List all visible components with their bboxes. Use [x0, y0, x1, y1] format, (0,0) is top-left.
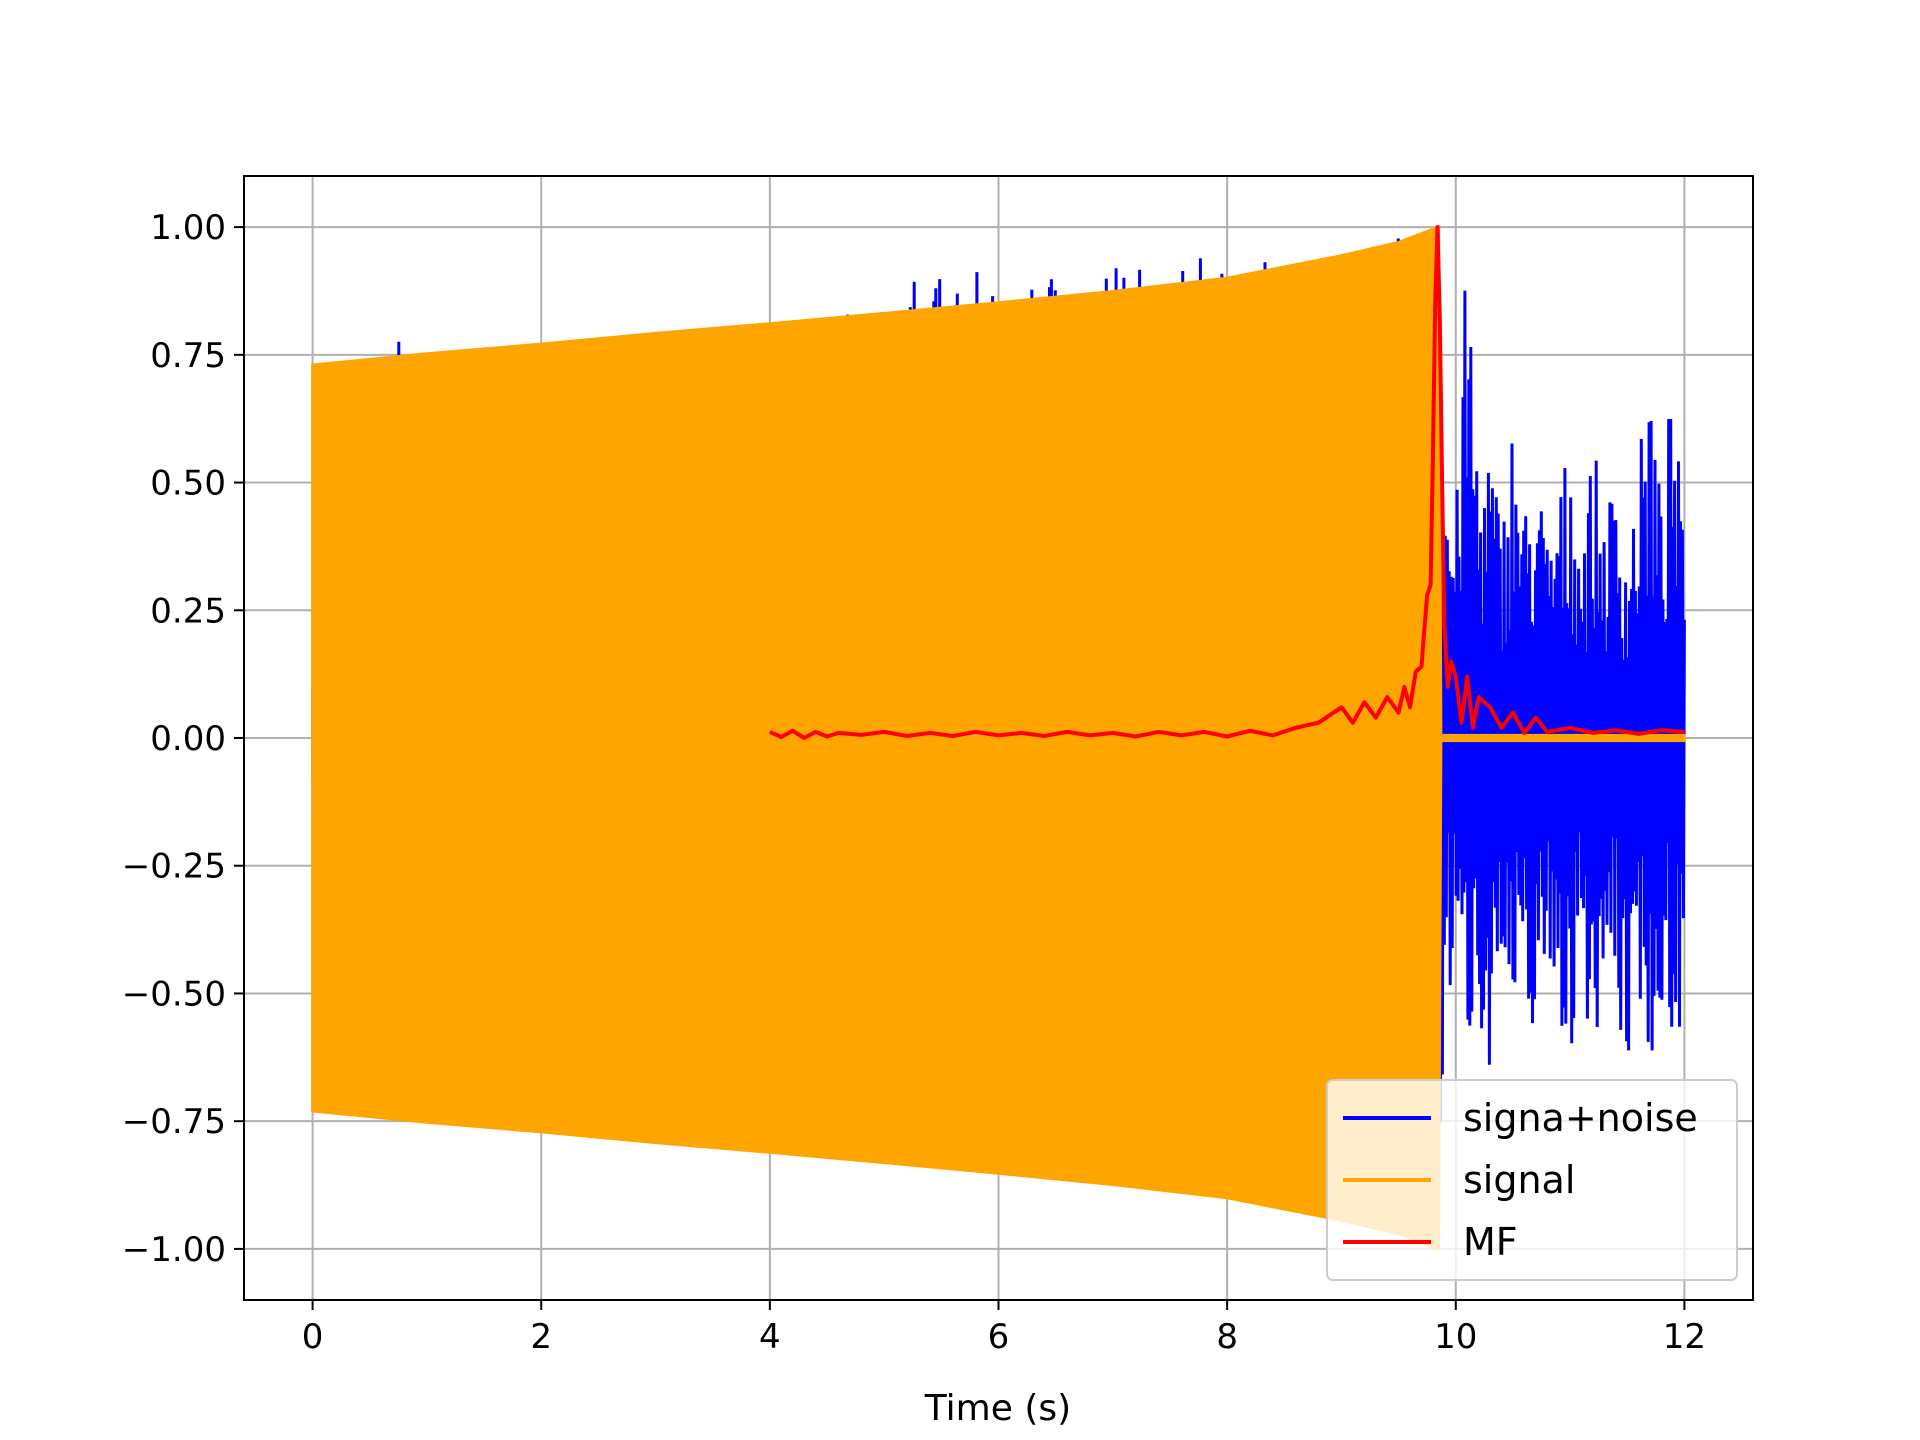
- x-tick-label: 10: [1434, 1317, 1477, 1357]
- legend-label: MF: [1463, 1220, 1518, 1264]
- ticks: 0 2 4 6 8 10 12 1.00 0.75 0.50 0.25 0.00 −0.25 −0.50 −…: [122, 208, 1706, 1357]
- y-tick-label: −0.75: [122, 1102, 226, 1142]
- legend-box: [1326, 1079, 1738, 1281]
- series-group: [311, 224, 1686, 1252]
- series-signal-band: [311, 224, 1686, 1252]
- x-tick-label: 12: [1663, 1317, 1706, 1357]
- x-tick-label: 8: [1216, 1317, 1238, 1357]
- series-layer: [311, 224, 1686, 1252]
- y-tick-label: 0.00: [150, 719, 226, 759]
- y-tick-label: 0.50: [150, 464, 226, 504]
- x-tick-label: 4: [759, 1317, 781, 1357]
- y-tick-label: −0.50: [122, 974, 226, 1014]
- x-tick-label: 2: [530, 1317, 552, 1357]
- y-tick-label: 1.00: [150, 208, 226, 248]
- x-axis-label: Time (s): [924, 1388, 1071, 1429]
- legend: signa+noise signal MF: [1326, 1079, 1738, 1281]
- y-tick-label: 0.75: [150, 336, 226, 376]
- x-tick-label: 0: [302, 1317, 324, 1357]
- legend-label: signa+noise: [1463, 1096, 1698, 1140]
- y-tick-label: −1.00: [122, 1230, 226, 1270]
- x-tick-label: 6: [988, 1317, 1010, 1357]
- y-tick-label: −0.25: [122, 847, 226, 887]
- y-tick-label: 0.25: [150, 591, 226, 631]
- series-mf-line: [769, 225, 1685, 740]
- legend-label: signal: [1463, 1158, 1575, 1202]
